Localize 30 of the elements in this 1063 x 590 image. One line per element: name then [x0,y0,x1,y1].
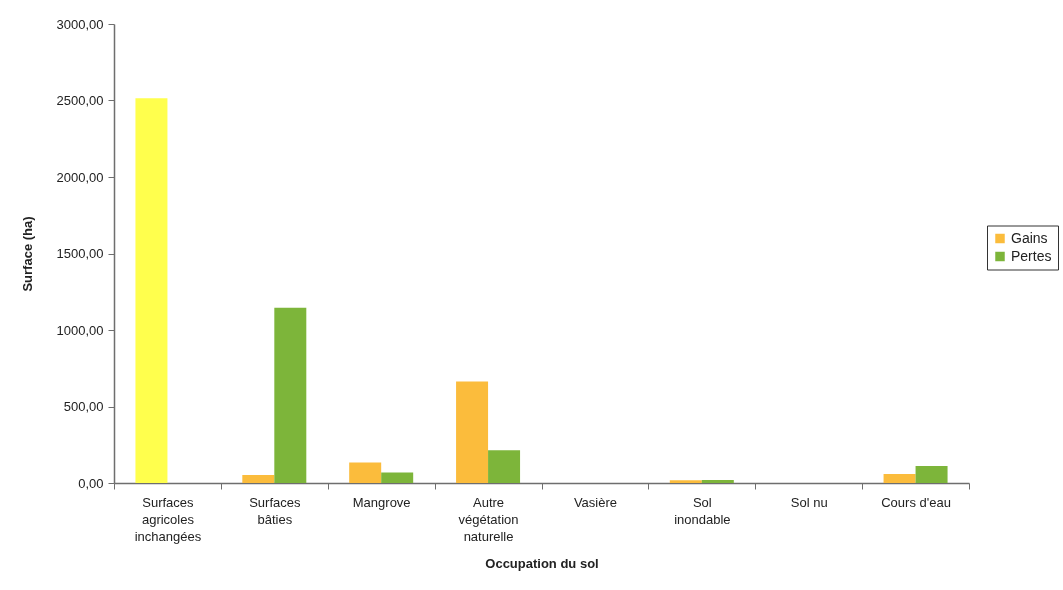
x-axis-title: Occupation du sol [485,555,599,571]
bar [242,475,275,483]
bar [701,479,734,483]
x-tick-label: Mangrove [352,494,411,510]
bar [456,381,489,483]
bar [488,450,521,483]
x-tick-label: Cours d'eau [881,494,951,510]
y-tick-label: 2500,00 [56,93,104,108]
x-tick-label: Sol nu [790,494,828,510]
x-tick-label: Vasière [573,494,617,510]
y-tick-label: 0,00 [78,475,104,491]
x-tick-label: Surfaces bâties [249,494,301,527]
x-tick-label: Surfaces agricoles inchangées [134,494,202,544]
legend-label: Pertes [1011,247,1052,264]
y-tick-label: 3000,00 [56,16,104,32]
legend-label: Gains [1011,229,1048,246]
y-tick-label: 1000,00 [56,322,104,338]
y-tick-label: 500,00 [63,399,104,414]
y-axis-title: Surface (ha) [19,216,35,292]
bar [274,307,307,483]
bar [381,472,414,483]
x-tick-label: Autre végétation naturelle [458,494,519,544]
bar [349,462,382,483]
bar [915,466,948,483]
bar [883,473,916,483]
y-tick-label: 2000,00 [56,169,104,185]
x-tick-label: Sol inondable [674,494,731,527]
bar [669,480,702,483]
y-tick-label: 1500,00 [56,246,104,261]
bar [135,98,168,483]
